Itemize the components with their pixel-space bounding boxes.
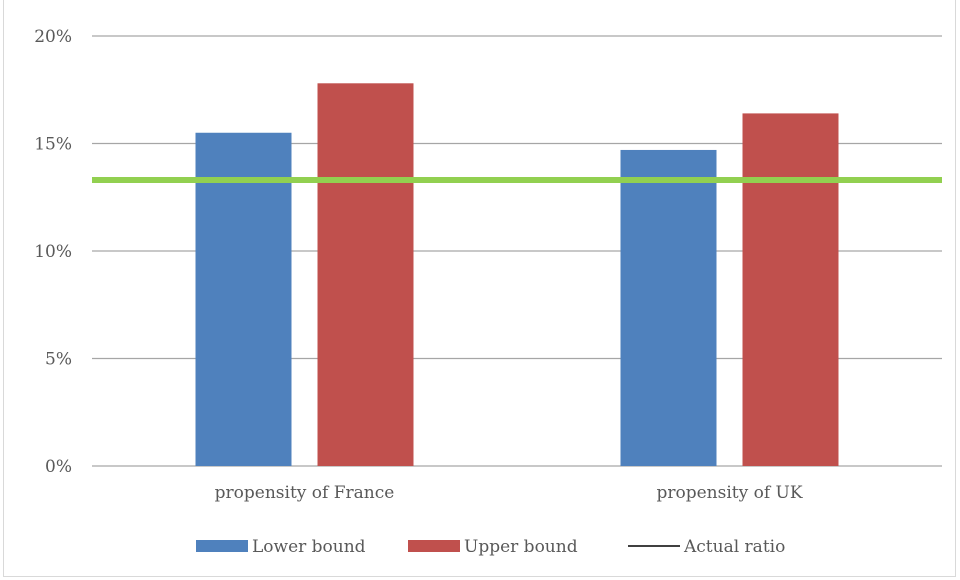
legend-swatch-0: [196, 540, 248, 552]
chart-frame: [3, 0, 956, 577]
bars: [195, 83, 839, 467]
bar-lower-bound-1: [620, 149, 717, 466]
y-tick-label: 5%: [45, 350, 72, 370]
x-axis-labels: propensity of France propensity of UK: [215, 483, 803, 503]
x-category-label: propensity of France: [215, 483, 395, 503]
y-tick-label: 10%: [34, 242, 72, 262]
legend: Lower bound Upper bound Actual ratio: [196, 537, 785, 557]
legend-label: Lower bound: [252, 537, 366, 557]
y-tick-label: 20%: [34, 27, 72, 47]
x-category-label: propensity of UK: [656, 483, 802, 503]
bar-lower-bound-0: [195, 132, 292, 466]
y-axis-ticks: 0% 5% 10% 15% 20%: [34, 27, 72, 477]
bar-upper-bound-1: [742, 113, 839, 467]
y-tick-label: 15%: [34, 135, 72, 155]
legend-label: Actual ratio: [683, 537, 785, 557]
legend-label: Upper bound: [464, 537, 578, 557]
y-tick-label: 0%: [45, 457, 72, 477]
legend-swatch-1: [408, 540, 460, 552]
bar-upper-bound-0: [317, 83, 414, 467]
